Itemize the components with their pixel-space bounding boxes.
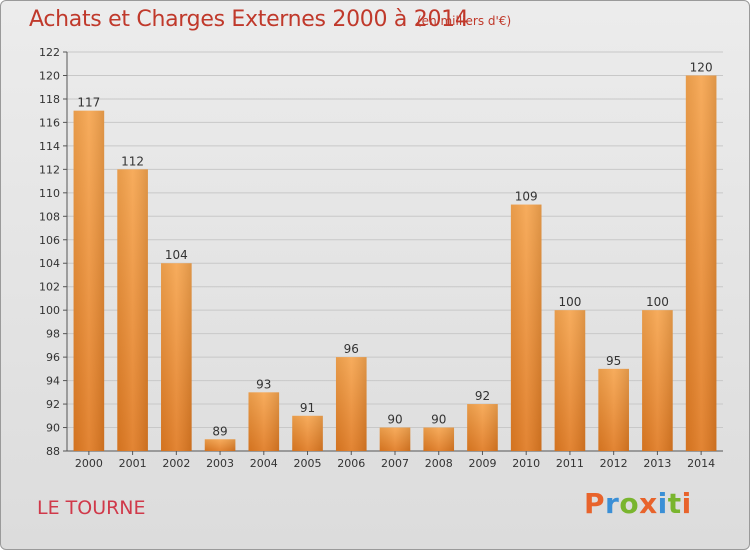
value-label: 92	[475, 389, 490, 403]
labels: 88 90 92 94 96 98 100 102 104 106 108 110 112 114 116 1…	[39, 46, 715, 470]
value-label: 93	[256, 377, 271, 391]
value-label: 100	[646, 295, 669, 309]
y-tick-label: 112	[39, 163, 60, 176]
bar-shade-2004	[248, 392, 280, 451]
bar-shade-2010	[510, 204, 542, 451]
y-tick-label: 106	[39, 234, 60, 247]
value-label: 109	[515, 190, 538, 204]
bar-shade-2012	[598, 368, 629, 451]
bar-shade-2000	[73, 110, 105, 452]
chart-title: Achats et Charges Externes 2000 à 2014	[29, 7, 469, 32]
bar-shade-2013	[642, 310, 673, 451]
bar-shade-2003	[204, 439, 236, 451]
y-tick-label: 118	[39, 93, 60, 106]
bar-shade-2001	[117, 169, 148, 451]
bar-shade-2006	[335, 357, 367, 451]
y-tick-label: 110	[39, 187, 60, 200]
logo-letter: i	[657, 487, 668, 520]
bar-shade-2014	[685, 75, 717, 452]
y-tick-label: 100	[39, 304, 60, 317]
logo-letter: x	[639, 487, 658, 520]
value-label: 117	[77, 96, 100, 110]
y-tick-label: 114	[39, 140, 60, 153]
bars	[73, 75, 717, 452]
y-tick-label: 104	[39, 257, 60, 270]
logo-letter: r	[605, 487, 620, 520]
x-tick-label: 2006	[337, 457, 365, 470]
bar-shade-2007	[379, 427, 411, 451]
chart-subtitle: (en milliers d'€)	[417, 14, 512, 28]
value-label: 96	[344, 342, 359, 356]
y-tick-label: 88	[46, 445, 60, 458]
x-tick-label: 2003	[206, 457, 234, 470]
y-tick-label: 102	[39, 281, 60, 294]
x-tick-label: 2004	[250, 457, 278, 470]
value-label: 95	[606, 354, 621, 368]
x-tick-label: 2014	[687, 457, 715, 470]
x-tick-label: 2012	[600, 457, 628, 470]
x-tick-label: 2011	[556, 457, 584, 470]
x-tick-label: 2010	[512, 457, 540, 470]
value-label: 89	[212, 424, 227, 438]
y-tick-label: 96	[46, 351, 60, 364]
y-tick-label: 98	[46, 328, 60, 341]
x-tick-label: 2005	[294, 457, 322, 470]
x-tick-label: 2013	[643, 457, 671, 470]
bar-shade-2011	[554, 310, 586, 451]
y-tick-label: 120	[39, 69, 60, 82]
y-tick-label: 94	[46, 375, 60, 388]
x-tick-label: 2008	[425, 457, 453, 470]
x-tick-label: 2009	[468, 457, 496, 470]
proxiti-logo: Proxiti	[584, 487, 692, 520]
logo-letter: i	[681, 487, 692, 520]
x-tick-label: 2002	[162, 457, 190, 470]
value-label: 90	[431, 413, 446, 427]
bar-shade-2002	[161, 263, 192, 451]
value-label: 90	[387, 413, 402, 427]
x-tick-label: 2001	[119, 457, 147, 470]
y-tick-label: 122	[39, 46, 60, 59]
logo-letter: t	[667, 487, 682, 520]
x-tick-label: 2007	[381, 457, 409, 470]
y-tick-label: 90	[46, 422, 60, 435]
y-tick-label: 92	[46, 398, 60, 411]
bar-shade-2009	[467, 404, 498, 451]
y-tick-label: 108	[39, 210, 60, 223]
value-label: 104	[165, 248, 188, 262]
commune-name: LE TOURNE	[37, 497, 146, 519]
bar-shade-2008	[423, 427, 455, 451]
value-label: 100	[558, 295, 581, 309]
value-label: 91	[300, 401, 315, 415]
logo-letter: o	[619, 487, 640, 520]
value-label: 112	[121, 154, 144, 168]
logo-letter: P	[584, 487, 606, 520]
x-tick-label: 2000	[75, 457, 103, 470]
bar-shade-2005	[292, 415, 323, 451]
value-label: 120	[690, 60, 713, 74]
y-tick-label: 116	[39, 116, 60, 129]
